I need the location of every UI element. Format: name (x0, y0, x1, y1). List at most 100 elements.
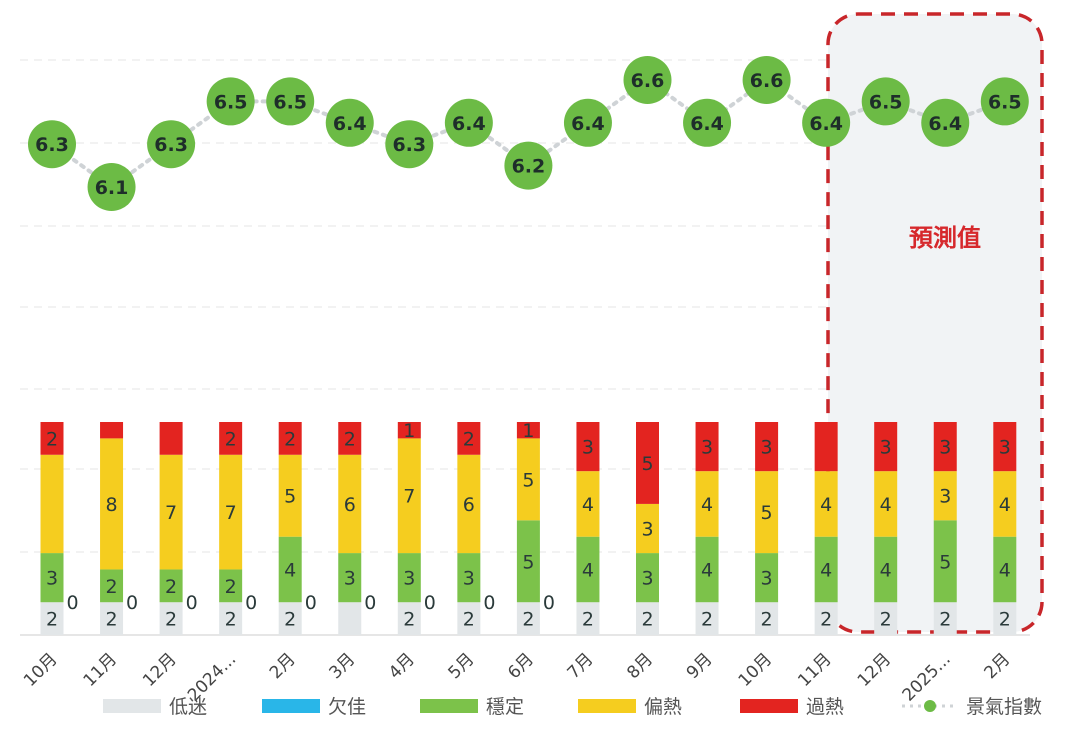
bar-value-label: 4 (999, 559, 1011, 581)
index-value-label: 6.4 (452, 113, 486, 135)
bar-value-label: 3 (641, 568, 653, 590)
index-value-label: 6.4 (809, 113, 843, 135)
bar-segment (457, 553, 481, 603)
bar-segment (397, 422, 421, 439)
bar-value-label: 2 (225, 609, 237, 631)
bar-stack: 2 4 4 3 (695, 422, 719, 635)
bar-segment (993, 471, 1017, 537)
bar-value-label: 4 (880, 559, 892, 581)
bar-segment (695, 536, 719, 603)
index-value-label: 6.3 (154, 134, 188, 156)
bar-value-label: 2 (284, 609, 296, 631)
x-tick-label: 11月 (80, 649, 121, 690)
bar-segment (516, 422, 540, 439)
index-value-label: 6.4 (571, 113, 605, 135)
bar-value-label: 4 (880, 494, 892, 516)
index-point (980, 77, 1029, 126)
bar-value-label: 5 (522, 469, 534, 491)
bar-value-label: 2 (820, 609, 832, 631)
bar-value-label: 3 (463, 568, 475, 590)
legend-item[interactable]: 低迷 (103, 692, 207, 719)
bar-value-label: 4 (582, 559, 594, 581)
legend-label: 穩定 (486, 696, 525, 718)
bar-value-label: 2 (344, 428, 356, 450)
legend-item[interactable]: 過熱 (740, 692, 844, 719)
legend-label: 偏熱 (644, 696, 683, 718)
index-point (206, 77, 255, 126)
bar-segment (338, 454, 362, 554)
index-point (921, 98, 970, 147)
x-tick-label: 2月 (981, 649, 1015, 683)
bar-segment (814, 536, 838, 603)
bar-segment (397, 553, 421, 603)
bar-value-label: 3 (761, 568, 773, 590)
index-value-label: 6.5 (273, 91, 307, 113)
bar-segment (576, 536, 600, 603)
bar-segment (219, 569, 243, 603)
bar-value-label: 4 (820, 494, 832, 516)
bar-value-label: 0 (424, 592, 436, 614)
bar-value-label: 2 (106, 576, 118, 598)
bar-segment (874, 602, 898, 635)
bar-value-label: 2 (165, 609, 177, 631)
bar-segment (278, 454, 302, 537)
bar-value-label: 3 (582, 437, 594, 459)
bar-value-label: 2 (106, 609, 118, 631)
index-point (28, 120, 76, 169)
x-tick-label: 4月 (385, 649, 419, 683)
bar-value-label: 7 (403, 486, 415, 508)
bar-segment (695, 471, 719, 537)
legend-item[interactable]: 穩定 (420, 692, 524, 719)
bar-value-label: 2 (46, 609, 58, 631)
legend-item[interactable]: 景氣指數 (900, 692, 1042, 719)
bar-value-label: 2 (522, 609, 534, 631)
bar-value-label: 4 (701, 494, 713, 516)
bar-stack: 03 6 2 (338, 422, 376, 635)
bar-segment (457, 422, 481, 455)
index-point (623, 56, 672, 104)
bar-value-label: 0 (67, 592, 79, 614)
legend-label: 過熱 (806, 696, 845, 718)
bar-segment (516, 602, 540, 635)
bar-segment (874, 422, 898, 472)
bar-value-label: 0 (245, 592, 257, 614)
index-value-label: 6.5 (214, 91, 248, 113)
index-value-label: 6.4 (928, 113, 962, 135)
index-point (385, 120, 434, 169)
bar-segment (576, 471, 600, 537)
bar-value-label: 4 (701, 559, 713, 581)
bar-segment (755, 602, 779, 635)
bar-segment (636, 503, 659, 554)
bar-segment (100, 602, 124, 635)
legend-label: 欠佳 (328, 696, 367, 718)
legend-item[interactable]: 欠佳 (262, 692, 366, 719)
bar-value-label: 7 (225, 502, 237, 524)
bar-value-label: 5 (284, 486, 296, 508)
bar-value-label: 0 (483, 592, 495, 614)
index-point (325, 98, 374, 147)
index-point (802, 98, 851, 147)
bar-segment (159, 422, 183, 455)
bar-segment (755, 422, 779, 472)
bar-value-label: 5 (939, 551, 951, 573)
bar-segment (159, 569, 183, 603)
bar-value-label: 4 (999, 494, 1011, 516)
index-value-label: 6.6 (750, 70, 784, 92)
bar-segment (695, 602, 719, 635)
bar-value-label: 4 (582, 494, 594, 516)
index-value-label: 6.3 (35, 134, 69, 156)
bar-stack: 2 5 3 3 (933, 422, 957, 635)
bar-value-label: 2 (463, 428, 475, 450)
bar-value-label: 2 (284, 428, 296, 450)
index-value-label: 6.6 (631, 70, 665, 92)
bar-segment (397, 438, 421, 554)
index-value-label: 6.3 (392, 134, 426, 156)
bar-segment (338, 422, 362, 455)
index-series: 6.3 6.1 6.3 6.5 6.5 6.4 6.3 6.4 6.2 6.4 6.6 6.4 6.6 6… (28, 56, 1029, 211)
bar-value-label: 3 (46, 568, 58, 590)
legend-item[interactable]: 偏熱 (578, 692, 682, 719)
bar-stack: 2 3 3 5 (636, 422, 659, 635)
